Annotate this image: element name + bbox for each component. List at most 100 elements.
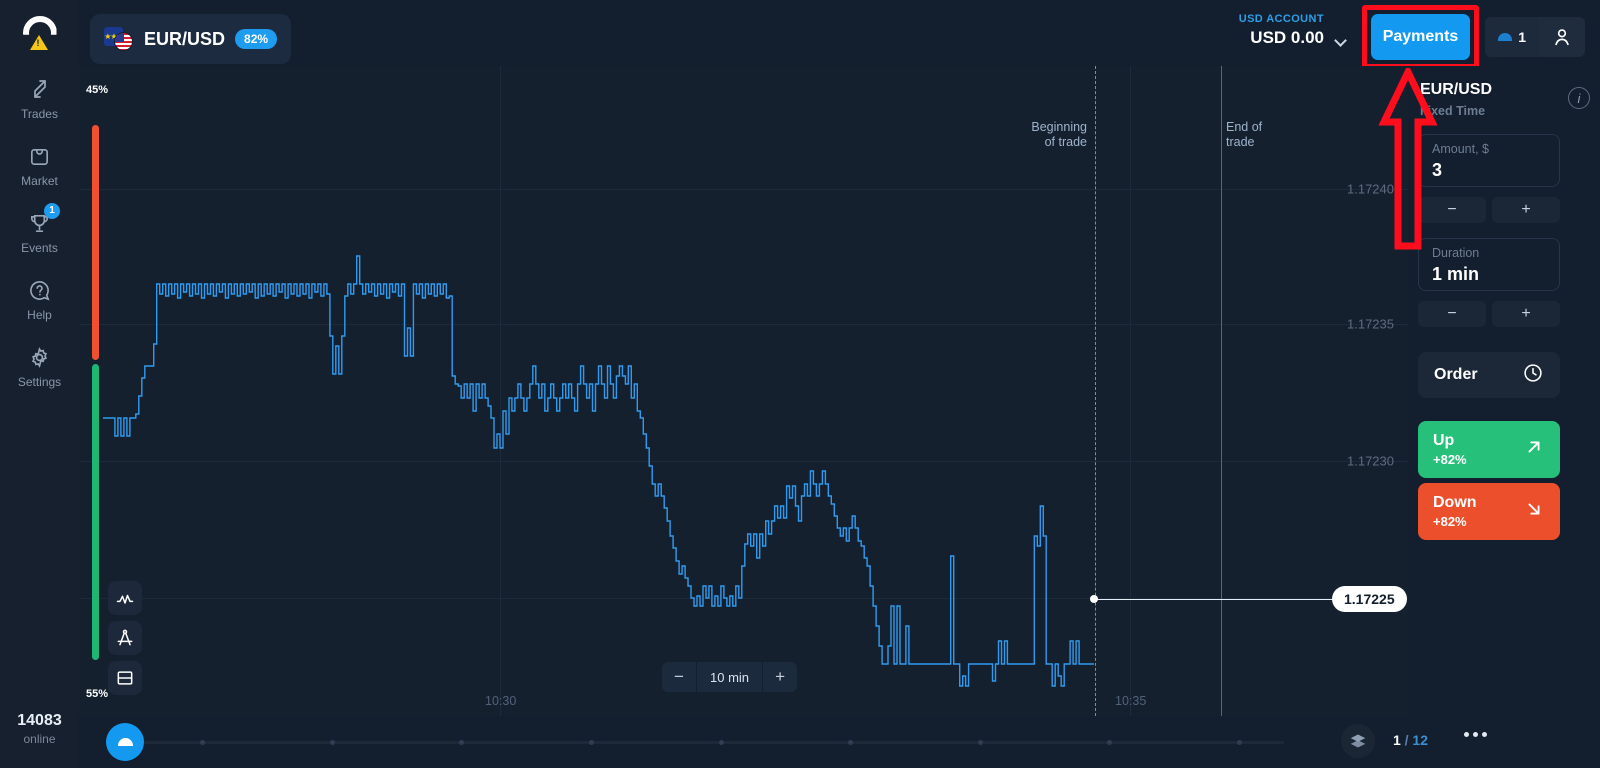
sentiment-up-label: 45%: [86, 84, 109, 96]
asset-thumb-icon[interactable]: [106, 723, 144, 761]
price-tick-label: 1.17230: [1347, 453, 1394, 469]
clock-icon: [1522, 362, 1544, 389]
time-tick-label: 10:30: [485, 694, 517, 708]
amount-decrease-button[interactable]: −: [1418, 197, 1486, 223]
timeframe-plus-button[interactable]: +: [775, 667, 785, 686]
beginning-of-trade-line: [1095, 66, 1096, 716]
amount-increase-button[interactable]: +: [1492, 197, 1560, 223]
price-chart[interactable]: 1.17240 1.17235 1.17230 10:30 10:35 Begi…: [79, 66, 1408, 716]
left-sidebar: Trades Market 1 Events: [0, 0, 79, 768]
user-avatar-icon[interactable]: [1539, 17, 1585, 57]
scroll-tick: [200, 740, 206, 745]
top-bar: ★★★ EUR/USD 82% online EUR/USD 22.09.202…: [79, 0, 1600, 83]
payments-highlight-annotation: [1362, 5, 1479, 69]
coins-counter[interactable]: 1: [1485, 17, 1539, 57]
down-label: Down: [1433, 494, 1477, 511]
trade-panel-subtitle: Fixed Time: [1420, 104, 1486, 118]
scroll-tick: [977, 740, 983, 745]
duration-label: Duration: [1432, 246, 1480, 260]
end-of-trade-line: [1221, 66, 1222, 716]
compass-icon[interactable]: [108, 621, 142, 655]
chart-type-icon[interactable]: [108, 661, 142, 695]
help-question-icon: [28, 277, 51, 303]
events-badge: 1: [44, 203, 60, 219]
brand-logo-icon[interactable]: [20, 16, 60, 56]
assets-stack-icon[interactable]: [1341, 724, 1375, 758]
timeframe-minus-button[interactable]: −: [674, 667, 684, 686]
duration-decrease-button[interactable]: −: [1418, 301, 1486, 327]
bottom-bar: 1 / 12: [79, 716, 1600, 768]
chart-tools: [108, 581, 142, 695]
price-line-series: [103, 255, 1094, 687]
amount-field[interactable]: Amount, $ 3: [1418, 134, 1560, 187]
line-chart-icon[interactable]: [108, 581, 142, 615]
payments-button[interactable]: Payments: [1371, 14, 1470, 60]
asset-tab-payout: 82%: [235, 29, 278, 49]
duration-value: 1 min: [1432, 264, 1480, 284]
sidebar-item-label: Market: [21, 174, 58, 188]
gridline-h: [79, 324, 1408, 325]
events-trophy-icon: 1: [28, 203, 60, 236]
chevron-down-icon[interactable]: [1334, 34, 1347, 47]
online-label: online: [23, 732, 56, 746]
trades-arrows-icon: [28, 76, 52, 102]
scroll-tick: [1236, 740, 1242, 745]
arrow-down-right-icon: [1523, 498, 1545, 525]
gridline-h: [79, 461, 1408, 462]
amount-label: Amount, $: [1432, 142, 1489, 156]
timeframe-control: − 10 min +: [662, 662, 798, 692]
trade-panel-title: EUR/USD: [1420, 81, 1493, 98]
coin-icon: [1498, 33, 1513, 41]
asset-scroll-track[interactable]: [106, 723, 1284, 761]
account-type-label: USD ACCOUNT: [1238, 13, 1324, 25]
duration-field[interactable]: Duration 1 min: [1418, 238, 1560, 291]
online-count: 14083: [17, 712, 62, 729]
price-tick-label: 1.17240: [1347, 181, 1394, 197]
gear-icon: [28, 344, 51, 370]
duration-increase-button[interactable]: +: [1492, 301, 1560, 327]
account-balance: USD 0.00: [1250, 28, 1324, 47]
gridline-v: [500, 66, 501, 716]
pair-flags: ★★★: [104, 27, 134, 51]
gridline-h: [79, 189, 1408, 190]
scroll-tick: [1107, 740, 1113, 745]
sidebar-item-events[interactable]: 1 Events: [0, 203, 79, 255]
current-price-tag: 1.17225: [1332, 586, 1407, 612]
page-indicator: 1 / 12: [1393, 732, 1428, 748]
up-label: Up: [1433, 432, 1455, 449]
info-icon[interactable]: i: [1568, 87, 1590, 109]
scroll-tick: [329, 740, 335, 745]
gridline-h: [79, 598, 1408, 599]
sidebar-item-settings[interactable]: Settings: [0, 344, 79, 389]
asset-tab-name: EUR/USD: [144, 28, 226, 49]
order-button[interactable]: Order: [1418, 352, 1560, 398]
gridline-v: [1130, 66, 1131, 716]
more-dots-icon[interactable]: [1464, 732, 1487, 737]
sidebar-item-market[interactable]: Market: [0, 143, 79, 188]
sidebar-item-trades[interactable]: Trades: [0, 76, 79, 121]
account-tools: 1: [1485, 17, 1585, 57]
asset-tab-eurusd[interactable]: ★★★ EUR/USD 82%: [90, 14, 292, 64]
sentiment-bar-up: [92, 125, 99, 360]
end-of-trade-label: End of trade: [1226, 120, 1263, 149]
page-total: 12: [1412, 732, 1428, 748]
us-flag-icon: [114, 32, 133, 51]
sidebar-item-help[interactable]: Help: [0, 277, 79, 322]
page-separator: /: [1404, 732, 1409, 748]
current-price-line: [1094, 599, 1332, 600]
page-current: 1: [1392, 732, 1401, 748]
up-button[interactable]: Up +82%: [1418, 421, 1560, 478]
account-selector[interactable]: USD ACCOUNT USD 0.00: [1239, 13, 1324, 48]
time-tick-label: 10:35: [1115, 694, 1147, 708]
down-payout: +82%: [1433, 514, 1467, 529]
scroll-tick: [459, 740, 465, 745]
arrow-annotation: [1378, 68, 1438, 250]
scroll-tick: [588, 740, 594, 745]
current-price-dot: [1090, 595, 1098, 603]
beginning-of-trade-label: Beginning of trade: [1031, 120, 1087, 149]
timeframe-value: 10 min: [696, 662, 764, 692]
sentiment-bar-down: [92, 364, 99, 660]
sidebar-item-label: Events: [21, 241, 58, 255]
down-button[interactable]: Down +82%: [1418, 483, 1560, 540]
